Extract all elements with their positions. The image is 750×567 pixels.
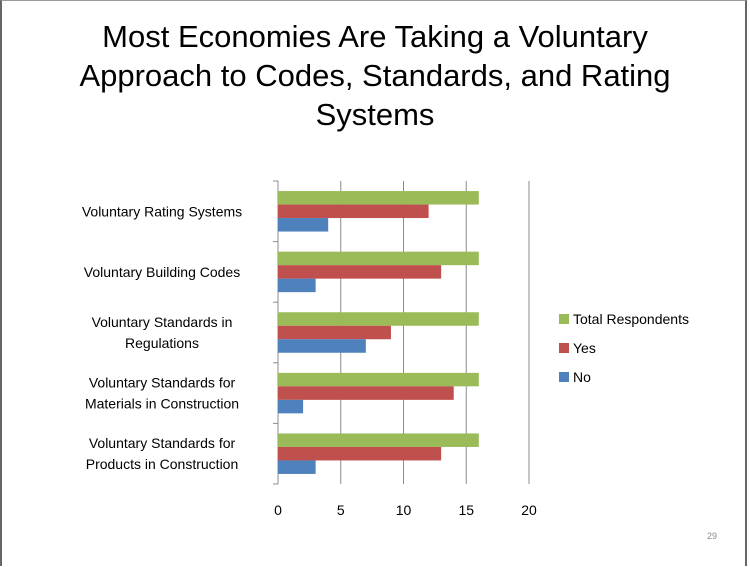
slide-number: 29 bbox=[706, 531, 717, 541]
category-label-2-line-0: Voluntary Standards in bbox=[92, 314, 233, 330]
legend-swatch-yes bbox=[559, 343, 569, 353]
x-tick-label-3: 15 bbox=[458, 502, 474, 518]
bar-yes-2 bbox=[278, 325, 391, 340]
category-label-2: Voluntary Standards in Regulations bbox=[92, 314, 233, 351]
bar-total-respondents-0 bbox=[278, 191, 479, 205]
bar-no-0 bbox=[278, 218, 329, 232]
bar-no-3 bbox=[278, 399, 304, 414]
bar-total-respondents-1 bbox=[278, 251, 479, 266]
category-label-3: Voluntary Standards for Materials in Cons… bbox=[85, 375, 239, 412]
bar-total-respondents-2 bbox=[278, 312, 479, 326]
bar-yes-0 bbox=[278, 204, 429, 219]
x-tick-label-4: 20 bbox=[521, 502, 537, 518]
legend-label-no: No bbox=[573, 369, 591, 385]
legend-swatch-no bbox=[559, 372, 569, 382]
category-label-1-line-0: Voluntary Building Codes bbox=[84, 264, 240, 280]
x-tick-label-2: 10 bbox=[396, 502, 412, 518]
category-label-3-line-1: Materials in Construction bbox=[85, 396, 239, 412]
category-label-4-line-0: Voluntary Standards for bbox=[89, 435, 236, 451]
legend-label-yes: Yes bbox=[573, 340, 596, 356]
bar-total-respondents-4 bbox=[278, 433, 479, 447]
bar-total-respondents-3 bbox=[278, 372, 479, 387]
slide-title-line-2: Approach to Codes, Standards, and Rating bbox=[79, 58, 671, 93]
category-label-4: Voluntary Standards for Products in Const… bbox=[86, 435, 239, 472]
slide-title: Most Economies Are Taking a Voluntary Ap… bbox=[42, 17, 708, 134]
category-label-1: Voluntary Building Codes bbox=[84, 264, 240, 280]
slide-title-line-1: Most Economies Are Taking a Voluntary bbox=[102, 19, 648, 54]
bar-yes-4 bbox=[278, 446, 442, 461]
bar-yes-3 bbox=[278, 386, 454, 400]
bar-no-4 bbox=[278, 460, 316, 474]
bar-yes-1 bbox=[278, 265, 442, 279]
category-label-3-line-0: Voluntary Standards for bbox=[89, 375, 236, 391]
category-label-2-line-1: Regulations bbox=[125, 335, 199, 351]
legend-label-total-respondents: Total Respondents bbox=[573, 311, 689, 327]
x-tick-label-0: 0 bbox=[274, 502, 282, 518]
bar-no-1 bbox=[278, 278, 316, 293]
category-label-0-line-0: Voluntary Rating Systems bbox=[82, 203, 242, 219]
x-tick-label-1: 5 bbox=[337, 502, 345, 518]
slide-title-line-3: Systems bbox=[315, 97, 435, 132]
category-label-4-line-1: Products in Construction bbox=[86, 456, 239, 472]
legend-swatch-total-respondents bbox=[559, 314, 569, 324]
category-label-0: Voluntary Rating Systems bbox=[82, 203, 242, 219]
bar-no-2 bbox=[278, 339, 366, 353]
